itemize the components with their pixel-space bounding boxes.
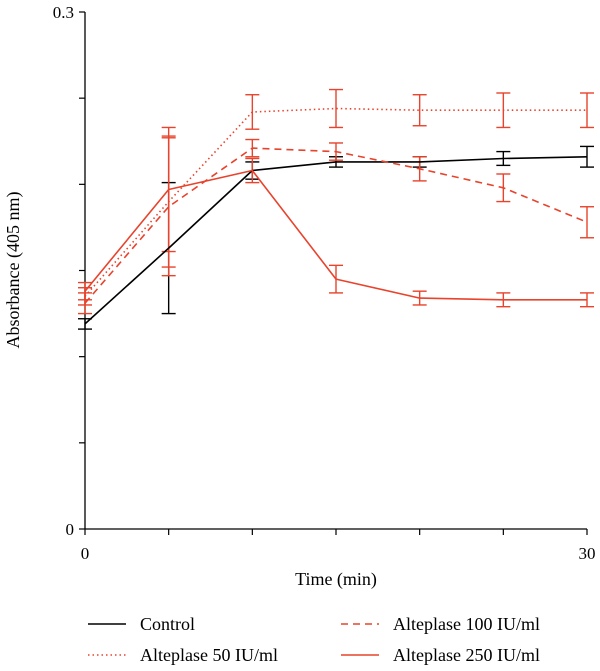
error-bars-control xyxy=(78,145,594,330)
legend-label-alteplase-250: Alteplase 250 IU/ml xyxy=(393,645,540,665)
y-axis-label: Absorbance (405 nm) xyxy=(3,192,24,349)
legend: Control Alteplase 50 IU/ml Alteplase 100… xyxy=(88,614,540,665)
axes: 0.3 0 0 30 Time (min) Absorbance (405 nm… xyxy=(3,3,596,590)
legend-label-alteplase-50: Alteplase 50 IU/ml xyxy=(140,645,278,665)
legend-label-alteplase-100: Alteplase 100 IU/ml xyxy=(393,614,540,634)
y-tick-label-min: 0 xyxy=(66,520,75,539)
x-tick-label-max: 30 xyxy=(579,544,596,563)
legend-label-control: Control xyxy=(140,614,195,634)
x-ticks xyxy=(84,529,588,535)
y-tick-label-max: 0.3 xyxy=(53,3,74,22)
x-axis-label: Time (min) xyxy=(295,569,377,590)
plot-area xyxy=(78,88,594,330)
x-tick-label-min: 0 xyxy=(81,544,90,563)
series-line-alteplase-100-iu-ml xyxy=(84,147,588,304)
y-ticks xyxy=(79,11,85,530)
series-line-control xyxy=(84,156,588,325)
series-line-alteplase-250-iu-ml xyxy=(84,169,587,301)
series-line-alteplase-50-iu-ml xyxy=(84,107,587,297)
